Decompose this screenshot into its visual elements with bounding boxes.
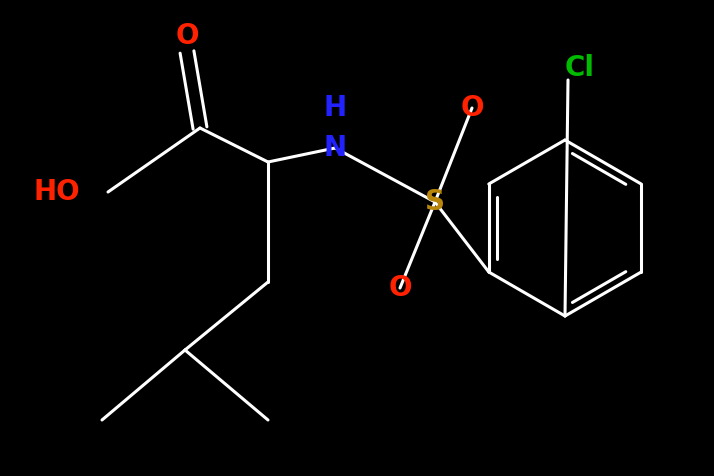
Text: H: H [323,94,346,122]
Text: Cl: Cl [565,54,595,82]
Text: HO: HO [34,178,80,206]
Text: N: N [323,134,346,162]
Text: O: O [175,22,198,50]
Text: O: O [388,274,412,302]
Text: O: O [461,94,484,122]
Text: S: S [425,188,445,216]
